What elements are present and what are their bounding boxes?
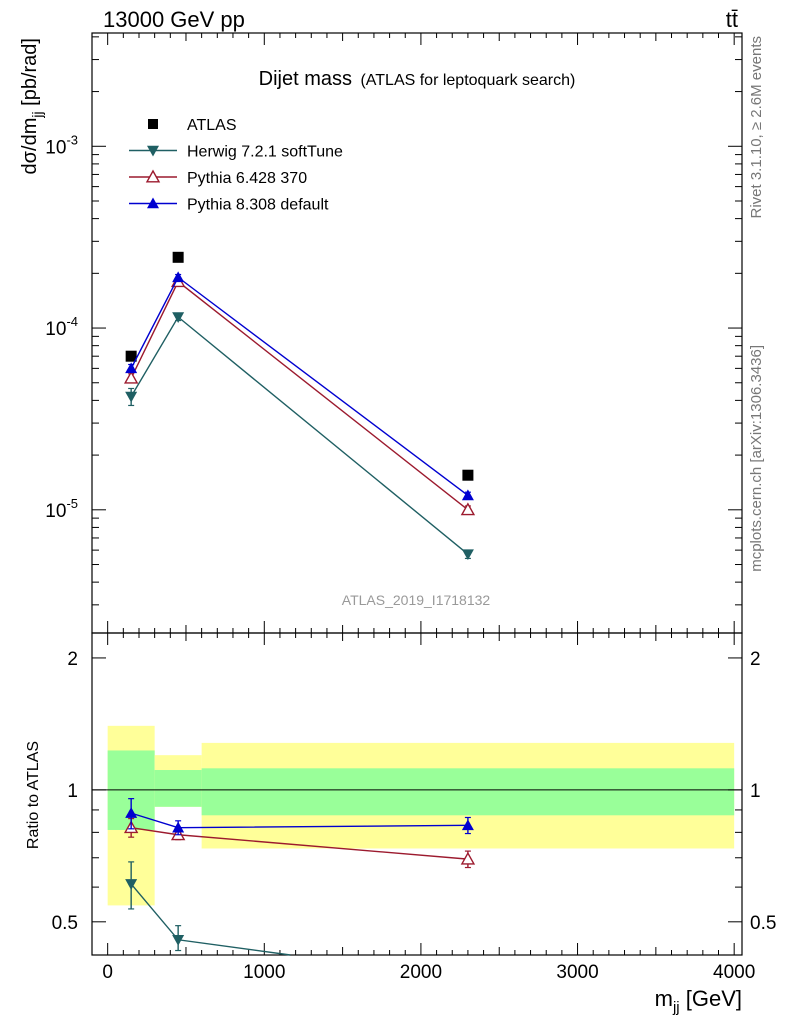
chart-title-main: Dijet mass bbox=[259, 68, 352, 90]
data-point bbox=[125, 350, 137, 362]
ratio-series-group bbox=[123, 798, 476, 956]
data-point bbox=[461, 549, 474, 561]
label-part: [pb/rad] bbox=[19, 38, 41, 111]
legend-label: Pythia 8.308 default bbox=[187, 197, 329, 214]
ratio-series-herwig-7-2-1-softtune bbox=[125, 861, 291, 956]
tick-base: 10 bbox=[45, 501, 66, 522]
rivet-label: Rivet 3.1.10, ≥ 2.6M events bbox=[748, 36, 765, 219]
series-line bbox=[130, 276, 469, 496]
tick-base: 10 bbox=[45, 137, 66, 158]
x-tick-label: 1000 bbox=[243, 962, 285, 983]
main-series-pythia-8-308-default bbox=[125, 271, 474, 501]
label-part: dσ/dm bbox=[19, 118, 41, 175]
energy-label: 13000 GeV pp bbox=[103, 7, 245, 32]
analysis-id-label: ATLAS_2019_I1718132 bbox=[342, 592, 491, 608]
ratio-y-tick-label-right: 2 bbox=[750, 649, 761, 670]
data-point bbox=[172, 312, 185, 324]
data-point bbox=[125, 362, 138, 374]
legend: ATLAS Herwig 7.2.1 softTune Pythia 6.428 3… bbox=[129, 117, 343, 214]
x-tick-label: 3000 bbox=[556, 962, 598, 983]
x-axis-label: mjj [GeV] bbox=[655, 986, 742, 1016]
ratio-y-tick-label-left: 0.5 bbox=[52, 913, 78, 934]
label-part: m bbox=[655, 986, 673, 1011]
main-y-axis-label: dσ/dmjj [pb/rad] bbox=[19, 38, 45, 174]
main-series-group bbox=[123, 251, 476, 561]
inner-band-bin bbox=[201, 768, 735, 816]
tick-base: 10 bbox=[45, 319, 66, 340]
label-part: [GeV] bbox=[680, 986, 742, 1011]
legend-label: Herwig 7.2.1 softTune bbox=[187, 144, 343, 161]
ratio-y-tick-label-left: 2 bbox=[67, 649, 78, 670]
ratio-plot-frame bbox=[91, 632, 743, 956]
tick-exponent: -4 bbox=[66, 314, 78, 329]
main-series-herwig-7-2-1-softtune bbox=[125, 312, 474, 561]
legend-marker bbox=[145, 169, 161, 183]
x-tick-label: 0 bbox=[102, 962, 113, 983]
data-point bbox=[125, 879, 138, 890]
main-series-pythia-6-428-370 bbox=[123, 274, 476, 516]
label-subscript: jj bbox=[672, 999, 680, 1016]
data-point bbox=[125, 391, 138, 403]
main-y-tick-label: 10-4 bbox=[45, 314, 78, 340]
data-point bbox=[461, 819, 474, 831]
legend-label: Pythia 6.428 370 bbox=[187, 170, 307, 187]
ratio-y-tick-label-right: 1 bbox=[750, 781, 761, 802]
chart-subtitle: (ATLAS for leptoquark search) bbox=[360, 72, 575, 89]
ratio-uncertainty-bands bbox=[107, 725, 735, 906]
data-point bbox=[125, 807, 138, 818]
data-point bbox=[460, 502, 476, 516]
data-point bbox=[461, 489, 474, 501]
ratio-series-pythia-8-308-default bbox=[125, 798, 474, 836]
data-point bbox=[172, 251, 184, 263]
main-y-tick-label: 10-3 bbox=[45, 132, 78, 158]
label-subscript: jj bbox=[29, 111, 45, 118]
tick-exponent: -5 bbox=[66, 496, 78, 511]
legend-marker bbox=[148, 119, 158, 129]
ratio-y-tick-label-right: 0.5 bbox=[750, 913, 776, 934]
data-point bbox=[462, 469, 474, 481]
x-tick-label: 4000 bbox=[713, 962, 755, 983]
data-point bbox=[172, 271, 185, 283]
ratio-y-axis-label: Ratio to ATLAS bbox=[25, 741, 42, 849]
legend-item: Pythia 8.308 default bbox=[129, 197, 329, 214]
x-tick-label: 2000 bbox=[400, 962, 442, 983]
ratio-y-tick-label-left: 1 bbox=[67, 781, 78, 802]
legend-item: ATLAS bbox=[148, 117, 237, 134]
series-line bbox=[130, 883, 291, 956]
legend-marker bbox=[147, 197, 159, 209]
chart-title: Dijet mass (ATLAS for leptoquark search) bbox=[259, 68, 576, 90]
legend-label: ATLAS bbox=[187, 117, 237, 134]
main-series-atlas bbox=[125, 251, 474, 481]
legend-item: Pythia 6.428 370 bbox=[129, 169, 307, 187]
inner-band-bin bbox=[154, 770, 202, 807]
tick-exponent: -3 bbox=[66, 132, 78, 147]
legend-item: Herwig 7.2.1 softTune bbox=[129, 144, 343, 161]
main-y-tick-label: 10-5 bbox=[45, 496, 78, 522]
legend-marker bbox=[147, 145, 159, 157]
data-point bbox=[172, 934, 185, 946]
process-label: tt̄ bbox=[726, 7, 738, 32]
data-point bbox=[172, 821, 185, 833]
data-point bbox=[123, 370, 139, 384]
series-line bbox=[130, 315, 469, 555]
axis-ticks bbox=[91, 33, 742, 955]
data-point bbox=[460, 851, 476, 865]
mcplots-label: mcplots.cern.ch [arXiv:1306.3436] bbox=[748, 345, 765, 572]
